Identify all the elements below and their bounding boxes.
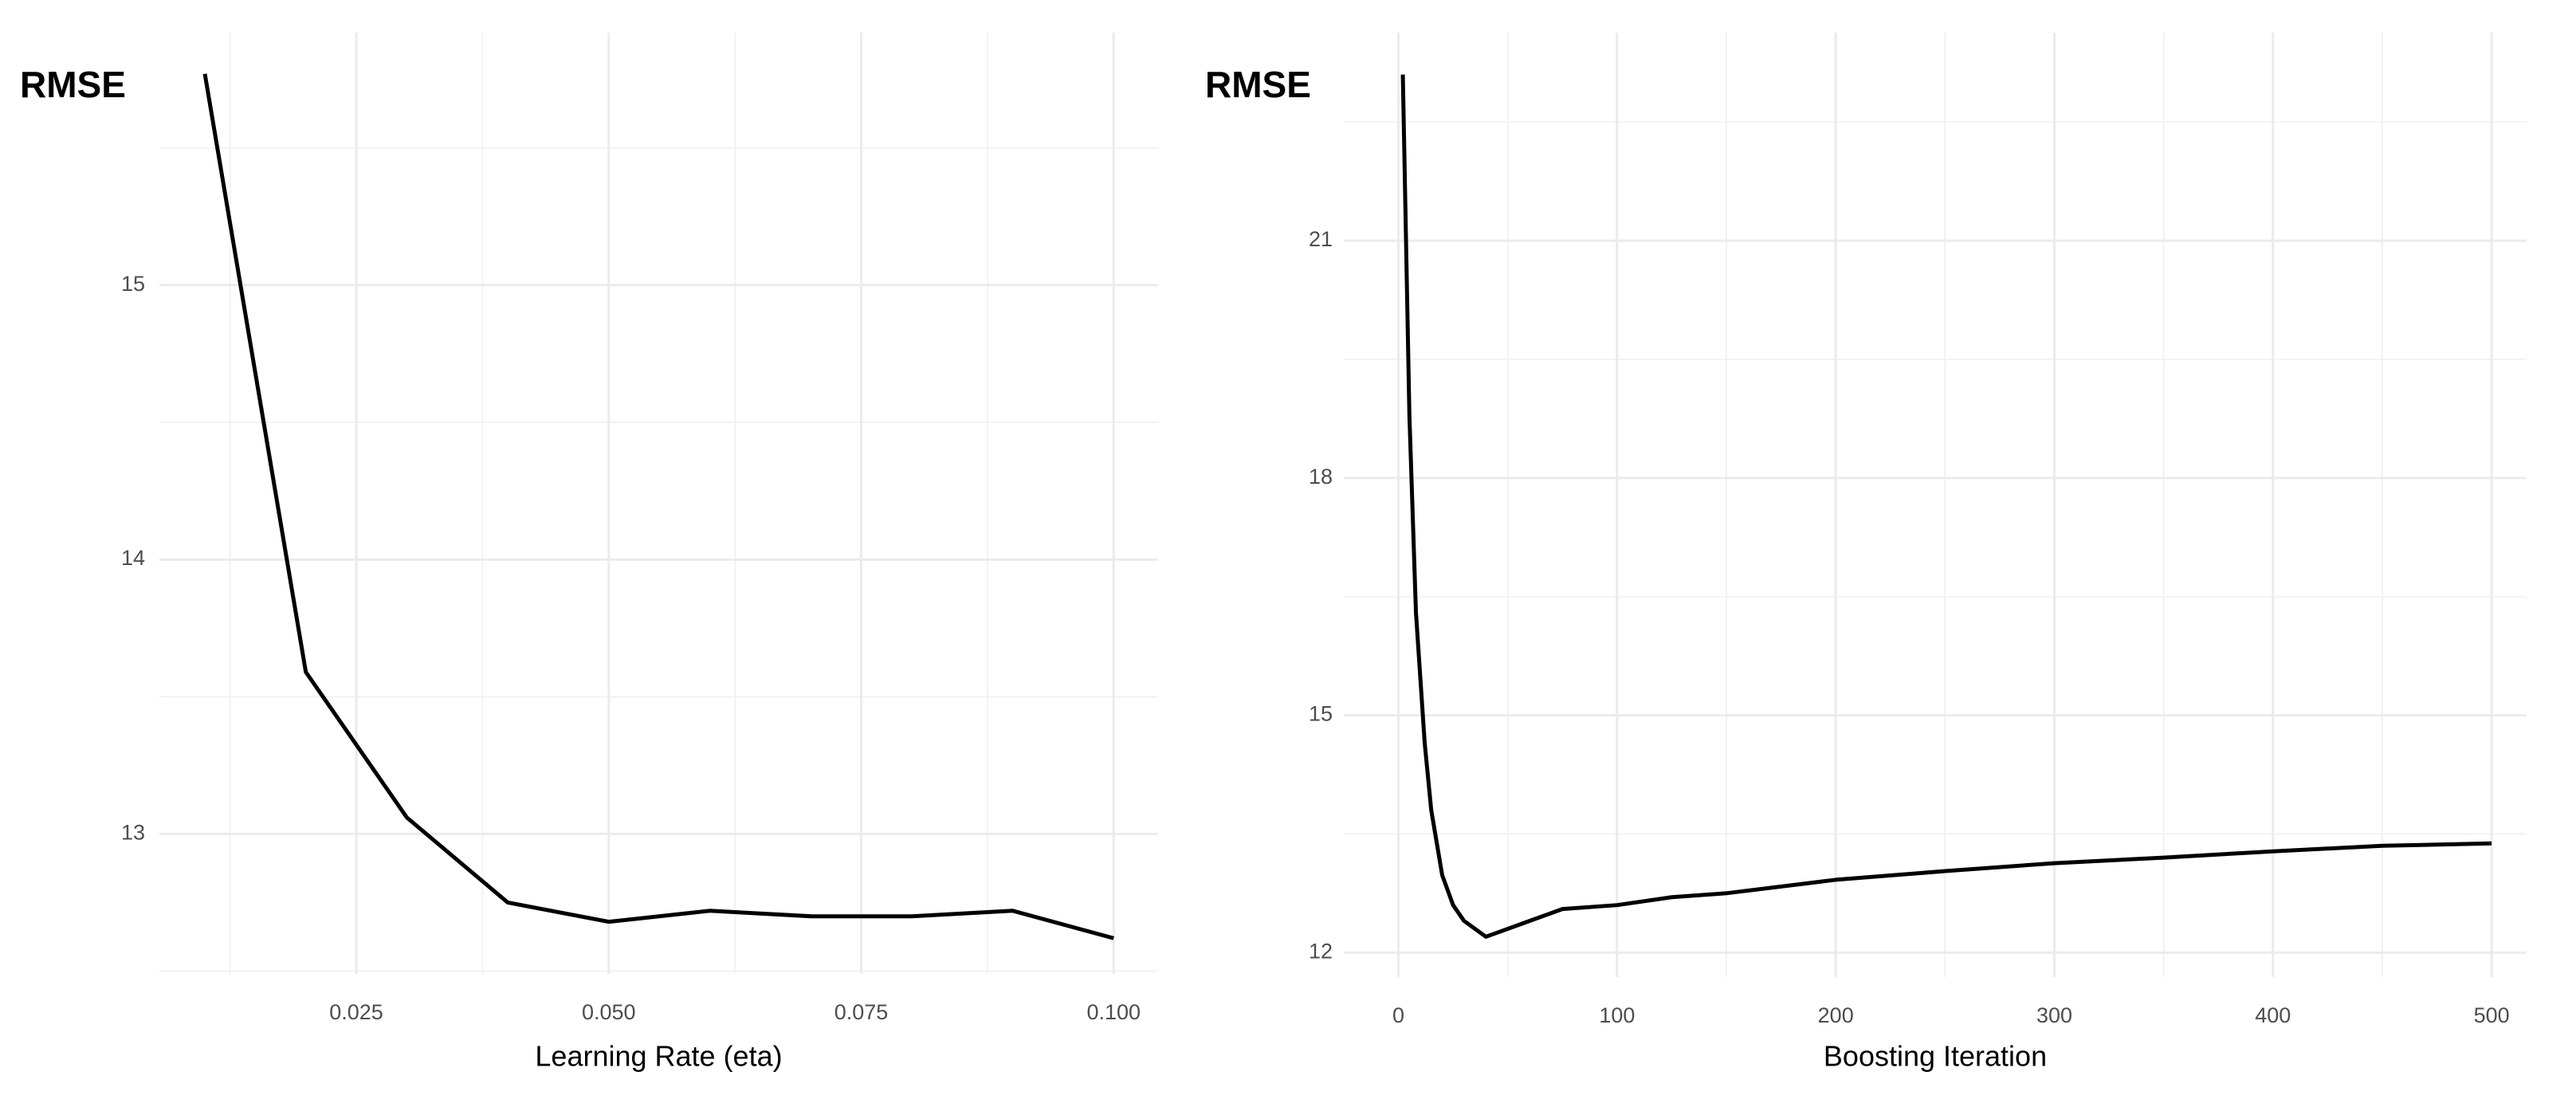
x-tick-label: 500: [2474, 1003, 2510, 1027]
data-line: [202, 73, 1114, 940]
y-axis-title: RMSE: [20, 64, 126, 105]
x-tick-label: 0.050: [582, 1000, 636, 1024]
y-tick-label: 15: [121, 272, 145, 296]
y-tick-label: 12: [1309, 939, 1333, 963]
y-tick-label: 14: [121, 546, 145, 570]
x-tick-label: 0.025: [329, 1000, 383, 1024]
y-tick-label: 13: [121, 821, 145, 845]
x-tick-label: 0.100: [1086, 1000, 1141, 1024]
data-line: [1400, 74, 2492, 939]
x-tick-label: 400: [2255, 1003, 2291, 1027]
x-tick-label: 100: [1599, 1003, 1635, 1027]
y-tick-label: 18: [1309, 465, 1333, 489]
y-tick-label: 15: [1309, 702, 1333, 726]
y-axis-title: RMSE: [1205, 64, 1311, 105]
x-axis-title: Learning Rate (eta): [535, 1040, 782, 1073]
x-tick-label: 300: [2036, 1003, 2072, 1027]
y-tick-label: 21: [1309, 227, 1333, 251]
x-tick-label: 0.075: [834, 1000, 889, 1024]
x-axis-title: Boosting Iteration: [1824, 1040, 2047, 1073]
x-tick-label: 0: [1392, 1003, 1404, 1027]
x-tick-label: 200: [1818, 1003, 1854, 1027]
